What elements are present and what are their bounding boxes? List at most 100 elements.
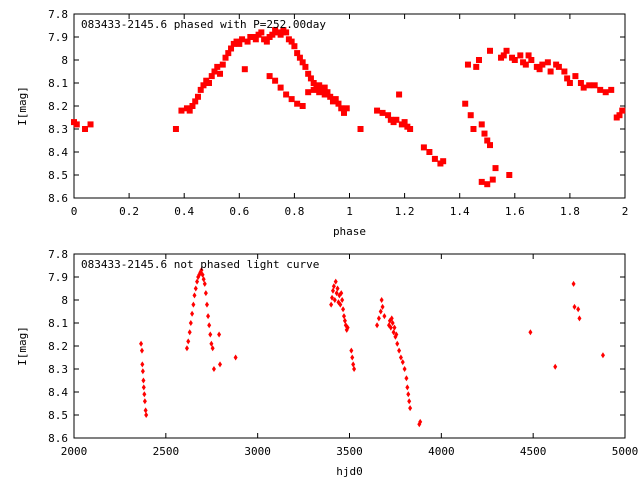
data-point bbox=[241, 66, 248, 73]
chart-title: 083433-2145.6 phased with P=252.00day bbox=[81, 18, 326, 31]
data-point bbox=[591, 82, 598, 89]
data-point bbox=[258, 29, 265, 36]
data-point bbox=[418, 418, 423, 425]
data-point bbox=[544, 59, 551, 66]
data-point bbox=[586, 82, 593, 89]
data-point bbox=[217, 331, 222, 338]
y-tick-label: 8.3 bbox=[48, 123, 68, 136]
x-tick-label: 0.6 bbox=[229, 205, 249, 218]
data-point bbox=[390, 320, 395, 326]
data-point bbox=[332, 96, 339, 103]
data-point bbox=[525, 52, 532, 59]
data-point bbox=[517, 52, 524, 59]
data-point bbox=[572, 303, 577, 310]
data-point bbox=[210, 345, 215, 352]
data-point bbox=[503, 47, 510, 54]
data-point bbox=[349, 347, 354, 354]
data-point bbox=[489, 176, 496, 183]
data-point bbox=[511, 57, 518, 63]
data-point bbox=[600, 352, 605, 359]
data-point bbox=[470, 126, 477, 132]
data-point bbox=[335, 100, 342, 107]
y-tick-label: 8.5 bbox=[48, 409, 68, 422]
data-point bbox=[397, 347, 402, 354]
data-point bbox=[203, 290, 208, 297]
data-point bbox=[398, 354, 403, 361]
data-point bbox=[266, 73, 273, 80]
y-tick-label: 8.6 bbox=[48, 432, 68, 445]
data-point bbox=[291, 43, 298, 50]
data-point bbox=[376, 315, 381, 322]
x-tick-label: 2000 bbox=[61, 445, 88, 458]
x-tick-label: 0.4 bbox=[174, 205, 194, 218]
data-point bbox=[218, 361, 223, 368]
data-point bbox=[305, 70, 312, 77]
x-tick-label: 1.4 bbox=[450, 205, 470, 218]
data-point bbox=[402, 366, 407, 372]
data-point bbox=[205, 80, 212, 86]
data-point bbox=[288, 96, 295, 103]
y-tick-label: 8.6 bbox=[48, 192, 68, 205]
data-point bbox=[302, 63, 309, 70]
y-axis-label: I[mag] bbox=[16, 86, 29, 126]
data-point bbox=[330, 287, 335, 294]
data-point bbox=[388, 324, 393, 331]
data-point bbox=[208, 73, 215, 80]
data-point bbox=[233, 354, 238, 361]
data-point bbox=[141, 384, 146, 391]
data-point bbox=[341, 306, 346, 313]
data-point bbox=[263, 38, 270, 45]
x-tick-label: 1.2 bbox=[395, 205, 415, 218]
x-tick-label: 1.8 bbox=[560, 205, 580, 218]
y-tick-label: 8.1 bbox=[48, 317, 68, 330]
data-point bbox=[316, 82, 323, 89]
data-point bbox=[142, 398, 147, 405]
data-point bbox=[338, 105, 345, 112]
data-point bbox=[178, 107, 185, 114]
y-tick-label: 8 bbox=[61, 294, 68, 307]
data-point bbox=[481, 130, 488, 137]
data-point bbox=[197, 86, 204, 93]
data-point bbox=[277, 84, 284, 91]
x-tick-label: 1 bbox=[346, 205, 353, 218]
y-tick-label: 8.2 bbox=[48, 100, 68, 113]
data-point bbox=[239, 36, 246, 43]
data-point bbox=[566, 80, 573, 86]
data-point bbox=[555, 63, 562, 70]
x-tick-label: 0.2 bbox=[119, 205, 139, 218]
x-tick-label: 1.6 bbox=[505, 205, 525, 218]
data-point bbox=[342, 317, 347, 324]
data-point bbox=[192, 292, 197, 299]
data-point bbox=[407, 126, 414, 132]
y-tick-label: 8.5 bbox=[48, 169, 68, 182]
data-point bbox=[350, 354, 355, 361]
y-tick-label: 8.4 bbox=[48, 386, 68, 399]
data-point bbox=[385, 112, 392, 119]
data-point bbox=[214, 63, 221, 70]
data-point bbox=[406, 391, 411, 398]
y-tick-label: 8.1 bbox=[48, 77, 68, 90]
data-point bbox=[547, 68, 554, 75]
data-point bbox=[374, 107, 381, 114]
data-point bbox=[208, 331, 213, 338]
data-point bbox=[288, 38, 295, 45]
data-point bbox=[577, 315, 582, 322]
data-point bbox=[392, 324, 397, 331]
data-point bbox=[186, 338, 191, 345]
data-point bbox=[184, 345, 189, 352]
data-point bbox=[528, 329, 533, 336]
data-point bbox=[299, 103, 306, 109]
data-point bbox=[401, 119, 408, 126]
data-point bbox=[536, 66, 543, 73]
x-tick-label: 5000 bbox=[612, 445, 639, 458]
data-point bbox=[283, 91, 290, 98]
data-point bbox=[269, 31, 276, 38]
data-point bbox=[506, 172, 513, 178]
data-point bbox=[73, 121, 80, 128]
data-point bbox=[329, 301, 334, 308]
data-point bbox=[140, 361, 145, 368]
data-point bbox=[225, 50, 232, 57]
data-point bbox=[564, 75, 571, 82]
y-tick-label: 8.3 bbox=[48, 363, 68, 376]
